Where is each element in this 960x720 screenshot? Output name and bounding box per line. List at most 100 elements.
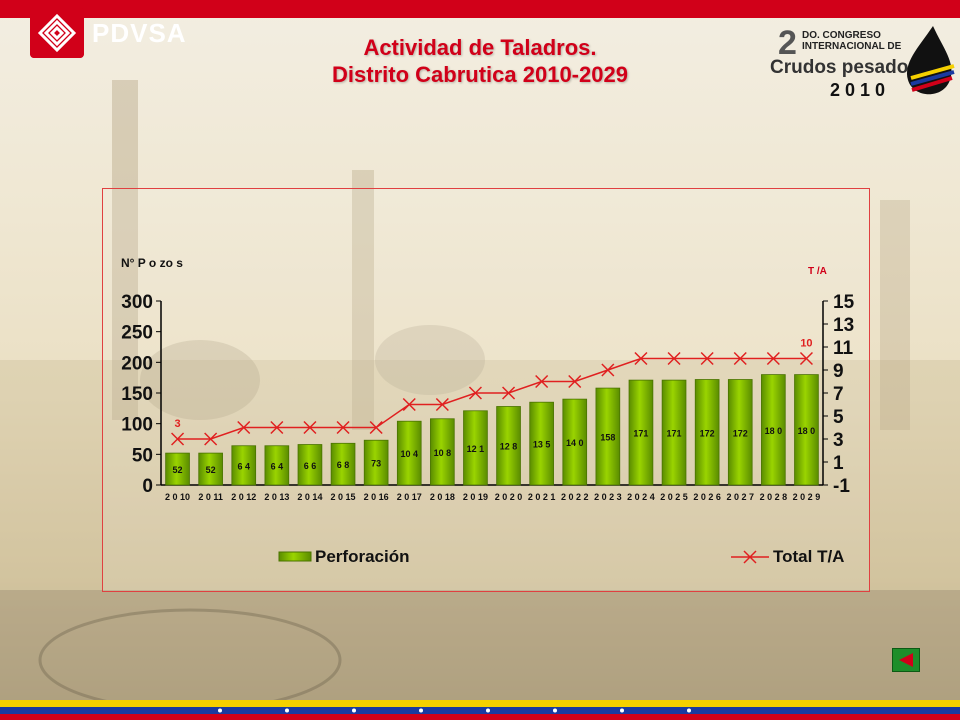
bar-perforacion (297, 444, 323, 486)
bar-value-label: 14 0 (566, 438, 584, 448)
bar-perforacion (794, 374, 819, 486)
x-tick-label: 2 0 14 (297, 492, 322, 502)
bar-value-label: 12 1 (467, 444, 485, 454)
bar-perforacion (363, 439, 389, 486)
bar-perforacion (463, 410, 488, 486)
line-marker (601, 363, 615, 377)
line-marker (237, 420, 251, 435)
flag-stars (218, 708, 691, 713)
y-tick-label-right: 9 (833, 361, 844, 382)
y-tick-label-right: 5 (833, 407, 844, 428)
line-marker (369, 420, 383, 435)
y-tick-label-right: 15 (833, 292, 855, 313)
line-marker (634, 351, 648, 366)
bar-perforacion (198, 452, 223, 486)
line-marker (667, 351, 681, 366)
line-marker (502, 386, 516, 400)
bar-value-label: 6 6 (304, 461, 317, 471)
bar-value-label: 10 8 (434, 448, 452, 458)
line-marker (733, 351, 747, 366)
bar-value-label: 18 0 (765, 426, 783, 436)
y-tick-label-left: 250 (121, 323, 153, 344)
x-tick-label: 2 0 13 (264, 492, 289, 502)
congress-logo: 2 DO. CONGRESO INTERNACIONAL DE Crudos p… (770, 24, 955, 100)
bar-perforacion (761, 374, 786, 486)
y-tick-label-right: 1 (833, 453, 844, 474)
line-marker (700, 351, 714, 366)
bar-value-label: 171 (667, 429, 682, 439)
y-tick-label-right: -1 (833, 476, 850, 497)
bar-perforacion (694, 379, 720, 486)
bar-perforacion (628, 379, 654, 486)
y-tick-label-left: 200 (121, 353, 153, 374)
y-tick-label-left: 150 (121, 384, 153, 405)
bar-perforacion (727, 379, 753, 486)
y-tick-label-right: 7 (833, 384, 844, 405)
line-marker (204, 432, 218, 446)
y-tick-label-left: 100 (121, 415, 153, 436)
line-total-ta (177, 357, 807, 440)
bar-perforacion (529, 401, 554, 486)
bar-value-label: 52 (173, 465, 183, 475)
x-tick-label: 2 0 2 5 (660, 492, 688, 502)
line-marker (766, 351, 780, 366)
y-axis-title-right: T /A (808, 266, 827, 277)
x-tick-label: 2 0 12 (231, 492, 256, 502)
line-marker (402, 397, 416, 412)
bar-value-label: 6 4 (271, 461, 284, 471)
bar-perforacion (562, 398, 588, 486)
x-tick-label: 2 0 2 1 (528, 492, 556, 502)
bar-perforacion (661, 379, 687, 486)
x-tick-label: 2 0 15 (331, 492, 356, 502)
line-marker (303, 420, 317, 435)
back-button[interactable] (892, 648, 920, 672)
x-tick-label: 2 0 2 8 (760, 492, 788, 502)
bar-perforacion (330, 442, 356, 486)
bar-value-label: 73 (371, 459, 381, 469)
y-tick-label-right: 11 (833, 338, 854, 359)
y-tick-label-left: 50 (132, 445, 153, 466)
y-tick-label-right: 3 (833, 430, 844, 451)
top-red-bar (0, 0, 960, 18)
venezuela-flag-bar (0, 700, 960, 720)
line-marker (568, 374, 582, 389)
bar-perforacion (496, 406, 521, 486)
legend-swatch-bar (278, 551, 312, 562)
bar-perforacion (264, 445, 290, 486)
line-marker (468, 386, 482, 400)
x-tick-label: 2 0 2 3 (594, 492, 622, 502)
bar-value-label: 52 (206, 465, 216, 475)
oil-drop-icon (907, 26, 955, 95)
legend-marker-line (743, 550, 757, 564)
pdvsa-emblem-icon (30, 8, 84, 58)
legend-label-line: Total T/A (773, 547, 844, 566)
line-marker (270, 420, 284, 435)
x-tick-label: 2 0 2 6 (693, 492, 721, 502)
x-tick-label: 2 0 16 (364, 492, 389, 502)
chart-panel: 0 50 100 150 200 250 300 -1 1 3 5 7 9 11 13 15 N° P o zo… (102, 188, 870, 592)
bar-value-label: 6 4 (237, 461, 250, 471)
congress-number: 2 (778, 24, 797, 62)
x-tick-label: 2 0 2 7 (726, 492, 754, 502)
logo-text: PDVSA (92, 18, 187, 48)
x-tick-label: 2 0 18 (430, 492, 455, 502)
congress-line3: Crudos pesados (770, 57, 919, 78)
bar-value-label: 171 (633, 429, 648, 439)
legend-label-bar: Perforación (315, 547, 409, 566)
page-title: Actividad de Taladros. (363, 35, 597, 60)
y-tick-label-right: 13 (833, 315, 854, 336)
x-tick-label: 2 0 17 (397, 492, 422, 502)
bar-perforacion (595, 387, 621, 486)
x-tick-label: 2 0 2 2 (561, 492, 589, 502)
line-marker (435, 397, 449, 412)
line-marker (336, 420, 350, 435)
bar-value-label: 18 0 (798, 426, 816, 436)
x-tick-label: 2 0 10 (165, 492, 190, 502)
line-marker (799, 351, 813, 366)
x-tick-label: 2 0 2 4 (627, 492, 655, 502)
congress-line1: DO. CONGRESO (802, 30, 881, 41)
x-tick-label: 2 0 2 0 (495, 492, 523, 502)
bar-value-label: 13 5 (533, 440, 551, 450)
bar-perforacion (396, 420, 422, 486)
